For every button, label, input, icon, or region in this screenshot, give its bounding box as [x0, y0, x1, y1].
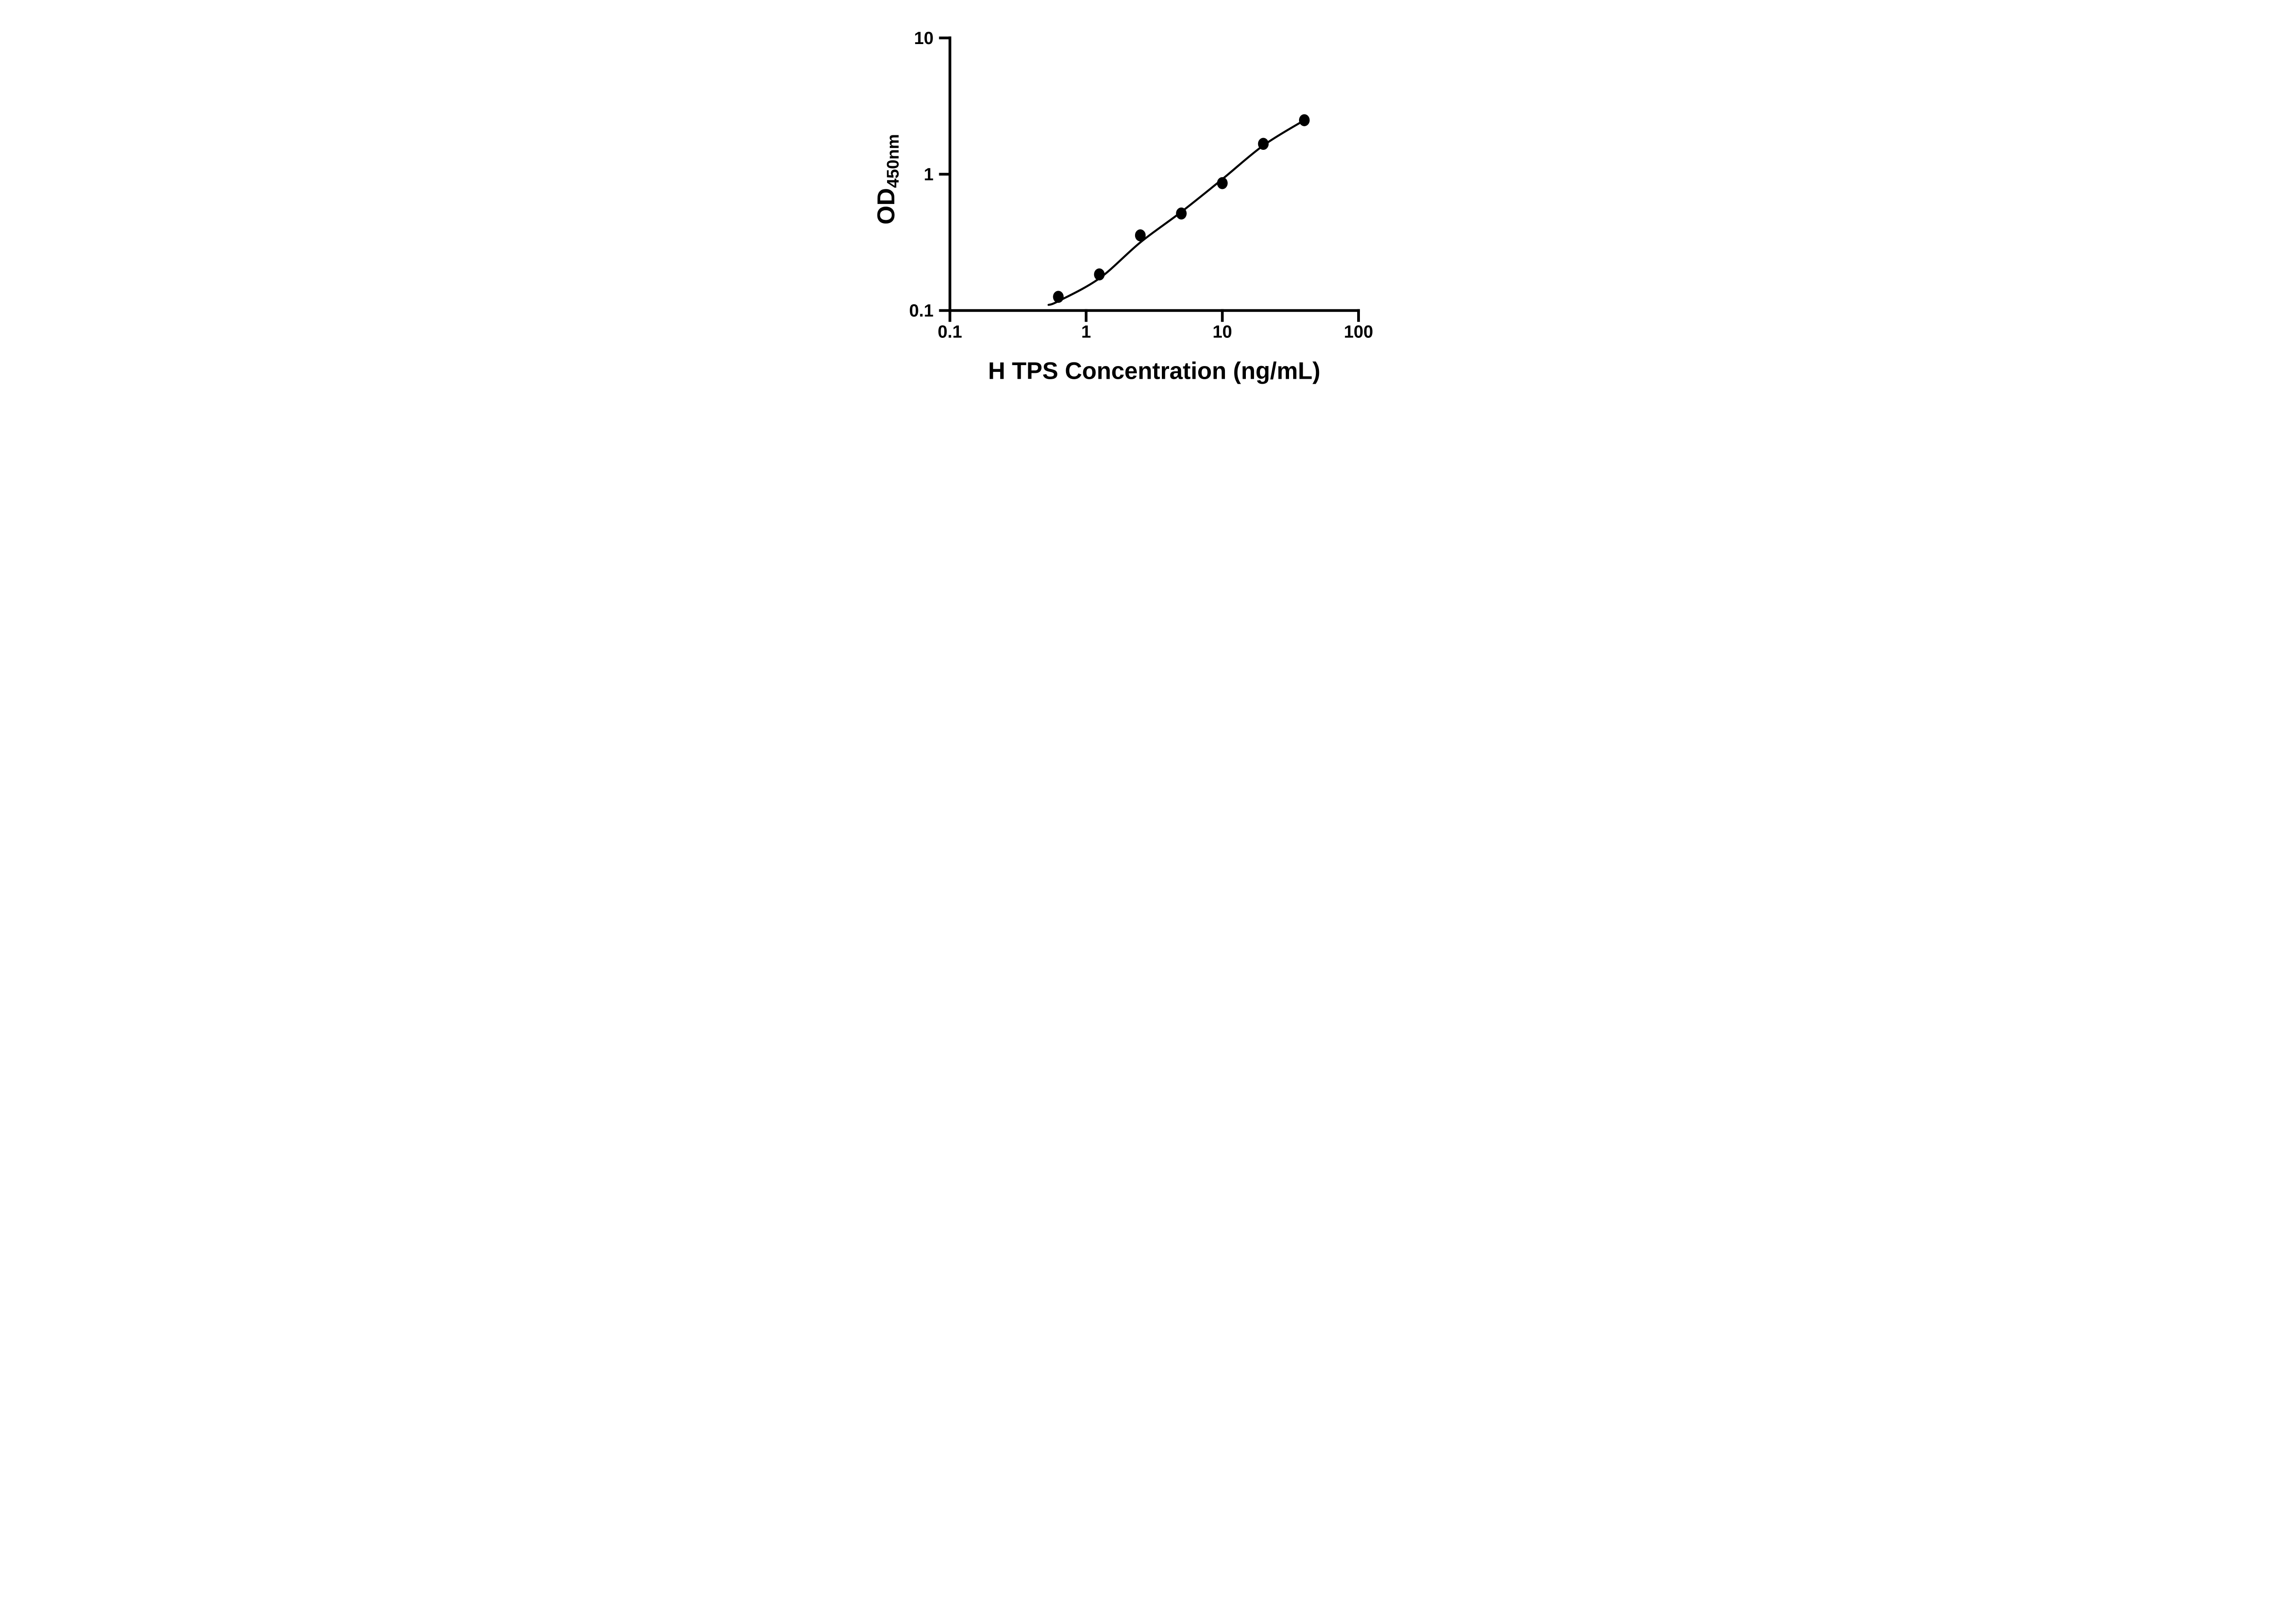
data-point — [1176, 207, 1187, 220]
x-tick-label: 10 — [1213, 322, 1232, 342]
axes — [948, 36, 1360, 312]
y-tick-label: 0.1 — [909, 301, 934, 321]
data-points — [1053, 114, 1310, 303]
data-point — [1217, 177, 1228, 189]
data-point — [1258, 138, 1269, 150]
data-point — [1053, 291, 1064, 303]
y-tick-label: 1 — [924, 165, 934, 184]
x-tick-label: 1 — [1081, 322, 1091, 342]
y-tick-label: 10 — [914, 29, 933, 48]
data-point — [1094, 268, 1105, 281]
data-point — [1135, 229, 1146, 242]
x-axis-ticks: 0.1 1 10 100 — [938, 309, 1374, 342]
x-axis-title: H TPS Concentration (ng/mL) — [988, 358, 1320, 385]
x-tick-label: 0.1 — [938, 322, 962, 342]
elisa-standard-curve-plot: 10 1 0.1 0.1 1 10 100 H TPS Concentration (ng… — [873, 29, 1374, 385]
data-point — [1299, 114, 1310, 126]
y-axis-title: OD450nm — [873, 134, 902, 224]
y-axis-ticks: 10 1 0.1 — [909, 29, 950, 321]
y-axis-title-main: OD — [873, 188, 900, 225]
elisa-standard-curve-figure: 10 1 0.1 0.1 1 10 100 H TPS Concentration (ng… — [850, 0, 1421, 406]
x-tick-label: 100 — [1344, 322, 1374, 342]
y-axis-title-sub: 450nm — [883, 134, 902, 188]
